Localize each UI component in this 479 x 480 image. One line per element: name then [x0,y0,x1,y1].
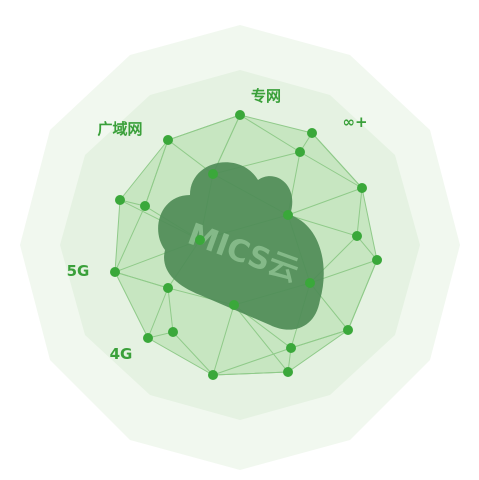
label-5g: 5G [67,262,90,280]
label-private-network: 专网 [251,87,281,105]
label-infinity: ∞+ [342,113,367,131]
label-wan: 广域网 [97,120,142,138]
illustration: MICS云 专网 ∞+ 广域网 5G 4G [0,0,479,480]
label-4g: 4G [110,345,133,363]
